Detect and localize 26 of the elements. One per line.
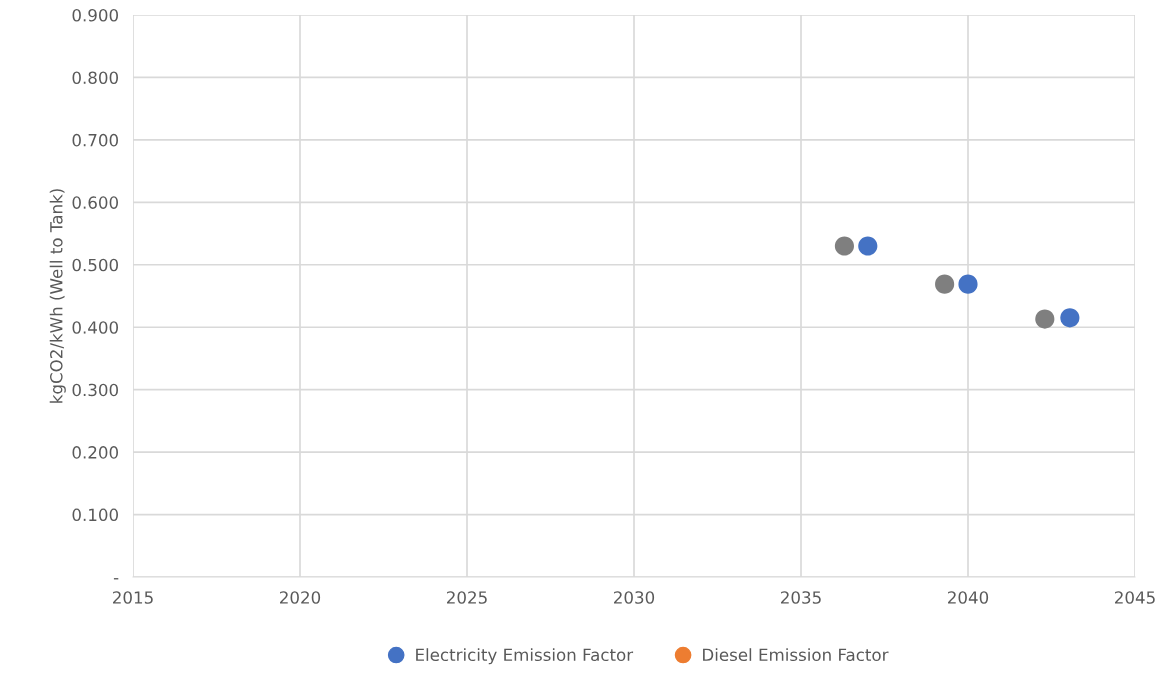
point (834, 236, 854, 256)
x-tick-label: 2045 (1115, 591, 1155, 604)
y-tick-label: 0.600 (72, 196, 118, 209)
y-tick-label: 0.700 (72, 133, 118, 147)
y-tick-label: 0.800 (72, 71, 118, 85)
x-tick-label: 2030 (614, 591, 655, 604)
point (958, 274, 978, 294)
y-tick-label: - (113, 578, 119, 580)
y-tick-label: 0.400 (72, 321, 118, 334)
point (1035, 309, 1055, 329)
point (858, 236, 878, 256)
y-tick-label: 0.300 (72, 383, 118, 397)
y-tick-label: 0.200 (72, 446, 118, 459)
x-tick-label: 2015 (113, 591, 153, 604)
legend-label: Diesel Emission Factor (703, 648, 889, 662)
y-axis-title: kgCO2/kWh (Well to Tank) (49, 189, 66, 403)
x-tick-label: 2020 (280, 591, 321, 604)
legend-label: Electricity Emission Factor (416, 648, 634, 665)
point (1060, 308, 1080, 328)
point (935, 274, 955, 294)
x-tick-label: 2035 (781, 591, 821, 604)
y-tick-label: 0.500 (72, 258, 118, 272)
y-tick-label: 0.100 (72, 508, 118, 522)
x-tick-label: 2025 (447, 591, 487, 604)
y-tick-label: 0.900 (72, 8, 118, 22)
x-tick-label: 2040 (948, 591, 989, 604)
